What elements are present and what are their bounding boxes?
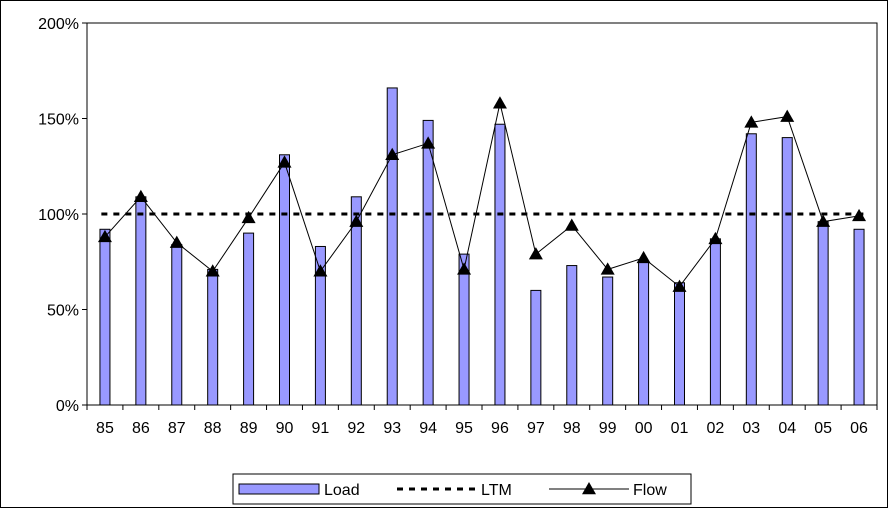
flow-marker [492, 96, 507, 109]
legend-load-swatch [238, 483, 320, 495]
x-tick-label: 03 [742, 420, 760, 437]
plot-area [86, 22, 878, 406]
x-tick-label: 97 [527, 420, 545, 437]
x-tick-label: 87 [168, 420, 186, 437]
legend-flow-label: Flow [633, 482, 667, 499]
x-tick-label: 85 [96, 420, 114, 437]
x-tick-label: 04 [778, 420, 796, 437]
flow-marker [708, 231, 723, 245]
flow-marker [672, 279, 687, 292]
load-bar [709, 238, 721, 406]
load-bar [817, 221, 829, 406]
x-tick-label: 00 [635, 420, 653, 437]
y-tick-label: 200% [38, 16, 79, 33]
x-tick-label: 93 [383, 420, 401, 437]
flow-marker [780, 109, 795, 122]
flow-line [104, 103, 860, 288]
x-tick-label: 92 [347, 420, 365, 437]
flow-marker [97, 229, 112, 243]
load-bar [458, 253, 470, 406]
load-bar [279, 154, 290, 406]
flow-marker [816, 214, 831, 227]
y-tick-label: 100% [38, 207, 79, 224]
load-bar [602, 276, 614, 406]
flow-marker [385, 147, 400, 161]
flow-marker [205, 264, 220, 277]
x-tick-label: 06 [850, 420, 868, 437]
flow-marker [564, 218, 579, 231]
load-bar [494, 123, 506, 406]
load-bar [386, 87, 398, 406]
x-tick-label: 98 [563, 420, 581, 437]
flow-marker [852, 208, 867, 222]
load-bar [638, 261, 650, 406]
legend-load-label: Load [324, 482, 360, 499]
x-tick-label: 99 [599, 420, 617, 437]
load-bar [674, 282, 685, 406]
flow-marker [133, 189, 148, 203]
x-tick-label: 02 [707, 420, 725, 437]
x-tick-label: 86 [132, 420, 150, 437]
load-bar [99, 228, 111, 406]
legend-ltm-label: LTM [481, 482, 512, 499]
flow-marker [636, 250, 651, 264]
load-bar [422, 119, 434, 406]
flow-marker [457, 262, 472, 275]
x-tick-label: 88 [204, 420, 222, 437]
flow-marker [313, 264, 328, 277]
x-tick-label: 95 [455, 420, 473, 437]
legend-flow-marker [582, 482, 596, 495]
load-bar [566, 265, 578, 406]
load-bar [171, 244, 183, 406]
flow-marker [277, 155, 292, 168]
x-tick-label: 90 [276, 420, 294, 437]
load-bar [135, 196, 147, 406]
x-tick-label: 96 [491, 420, 509, 437]
y-tick-label: 0% [56, 398, 79, 415]
x-tick-label: 01 [671, 420, 689, 437]
x-tick-label: 94 [419, 420, 437, 437]
load-bar [745, 133, 757, 406]
flow-marker [600, 262, 615, 275]
load-bar [243, 232, 255, 406]
flow-marker [744, 115, 759, 128]
load-bar [530, 289, 542, 406]
load-bar [207, 268, 219, 406]
load-bar [853, 228, 865, 406]
flow-marker [349, 214, 364, 227]
x-tick-label: 05 [814, 420, 832, 437]
load-bar [314, 245, 326, 406]
flow-marker [421, 136, 436, 149]
x-tick-label: 89 [240, 420, 258, 437]
y-tick-label: 50% [47, 303, 79, 320]
load-bar [781, 137, 793, 406]
flow-marker [528, 247, 543, 260]
x-tick-label: 91 [312, 420, 330, 437]
y-tick-label: 150% [38, 112, 79, 129]
flow-marker [241, 210, 256, 224]
flow-marker [169, 235, 184, 248]
load-bar [350, 196, 362, 406]
